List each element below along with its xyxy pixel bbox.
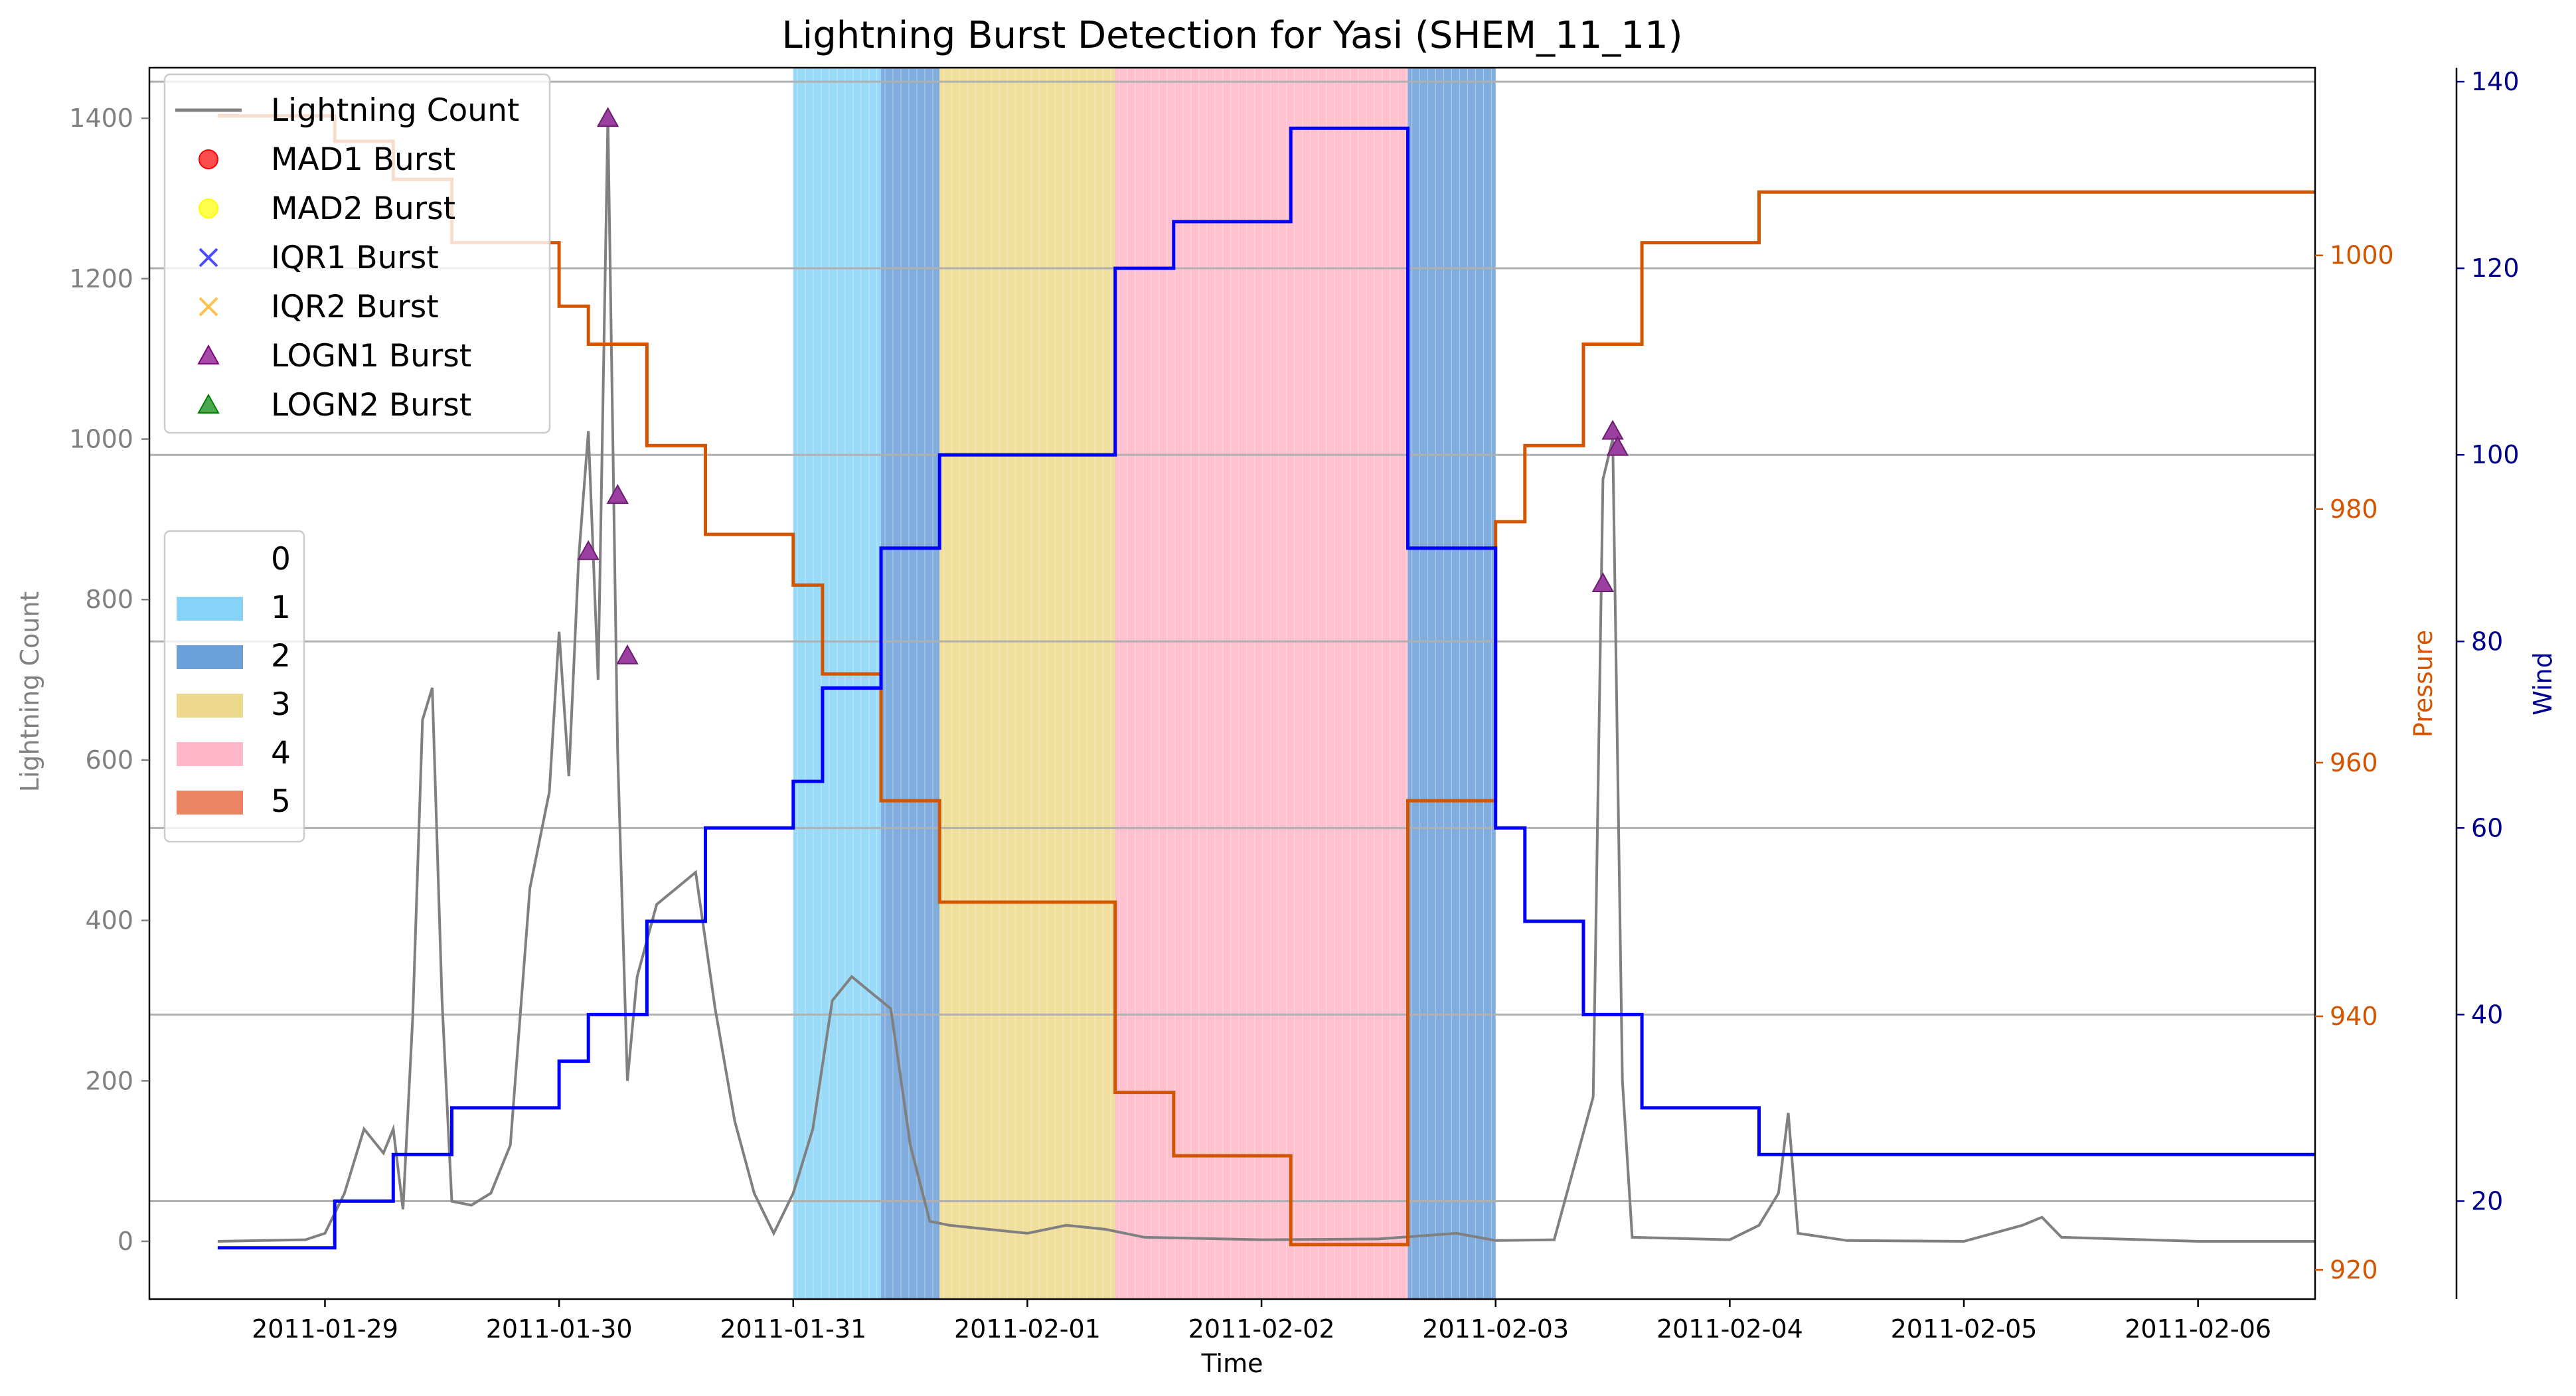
axes: 0200400600800100012001400920940960980100… (69, 66, 2520, 1344)
category-bands (793, 68, 1496, 1299)
pressure-tick-label: 920 (2330, 1255, 2378, 1284)
band-category-2 (881, 68, 940, 1299)
burst-markers (577, 107, 1629, 664)
lightning-tick-label: 0 (118, 1227, 133, 1256)
x-tick-label: 2011-02-02 (1188, 1314, 1335, 1344)
y-axis-label-pressure: Pressure (2409, 630, 2438, 737)
logn1-burst-marker (1591, 572, 1615, 593)
logn1-burst-marker (577, 540, 600, 560)
legend-circle-swatch (199, 149, 218, 169)
chart-title: Lightning Burst Detection for Yasi (SHEM… (781, 14, 1682, 57)
x-axis-label: Time (1201, 1349, 1263, 1378)
series-wind (217, 126, 2315, 1250)
pressure-tick-label: 980 (2330, 495, 2378, 524)
pressure-tick-label: 940 (2330, 1002, 2378, 1031)
legend-category-label: 5 (271, 783, 291, 820)
x-tick-label: 2011-01-31 (720, 1314, 866, 1344)
logn1-burst-marker (596, 107, 619, 127)
legend-x-swatch (199, 248, 218, 268)
pressure-tick-label: 1000 (2330, 241, 2394, 270)
wind-tick-label: 80 (2471, 627, 2503, 656)
y-axis-label-wind: Wind (2528, 652, 2557, 716)
legend-series-label: Lightning Count (271, 92, 519, 129)
legend-category-label: 3 (271, 686, 291, 723)
logn1-burst-marker (606, 484, 629, 504)
logn1-burst-marker (1606, 435, 1629, 456)
wind-tick-label: 60 (2471, 813, 2503, 842)
series-legend (163, 73, 551, 434)
legend-x-swatch (199, 297, 218, 317)
logn1-burst-marker (1601, 420, 1624, 440)
legend-category-label: 2 (271, 638, 291, 674)
wind-tick-label: 40 (2471, 1000, 2503, 1029)
logn1-burst-marker (616, 644, 639, 664)
series-lightning-count (217, 118, 2315, 1243)
lightning-tick-label: 600 (85, 745, 133, 775)
x-tick-label: 2011-02-01 (954, 1314, 1101, 1344)
lightning-tick-label: 1400 (69, 104, 133, 133)
legend-series-label: MAD1 Burst (271, 141, 455, 178)
x-tick-label: 2011-01-30 (486, 1314, 633, 1344)
plot-frame (148, 66, 2316, 1300)
legend-triangle-swatch (197, 393, 220, 414)
legend-circle-swatch (199, 198, 218, 218)
wind-tick-label: 100 (2471, 440, 2520, 469)
legend-series-label: LOGN2 Burst (271, 387, 471, 424)
legend-category-swatch (177, 742, 243, 766)
legend-series-label: LOGN1 Burst (271, 338, 471, 374)
legend-category-swatch (177, 597, 243, 621)
lightning-tick-label: 400 (85, 906, 133, 935)
band-category-1 (793, 68, 882, 1299)
legend-category-swatch (177, 694, 243, 718)
band-category-3 (939, 68, 1115, 1299)
legend-category-label: 0 (271, 541, 291, 578)
x-tick-label: 2011-02-05 (1891, 1314, 2038, 1344)
x-tick-label: 2011-02-03 (1422, 1314, 1569, 1344)
x-tick-label: 2011-02-06 (2125, 1314, 2271, 1344)
lightning-tick-label: 800 (85, 585, 133, 614)
legend-category-swatch (177, 791, 243, 814)
legend-category-label: 4 (271, 735, 291, 771)
x-tick-label: 2011-02-04 (1656, 1314, 1803, 1344)
y-axis-label-lightning: Lightning Count (15, 591, 44, 793)
x-tick-label: 2011-01-29 (252, 1314, 398, 1344)
lightning-tick-label: 1200 (69, 264, 133, 293)
wind-tick-label: 20 (2471, 1186, 2503, 1215)
legend-series-label: IQR1 Burst (271, 240, 439, 276)
wind-tick-label: 120 (2471, 254, 2520, 283)
band-category-2 (1408, 68, 1496, 1299)
wind-tick-label: 140 (2471, 67, 2520, 96)
legend-triangle-swatch (197, 344, 220, 364)
lightning-tick-label: 200 (85, 1066, 133, 1095)
legend-series-label: MAD2 Burst (271, 191, 455, 227)
legend-category-swatch (177, 645, 243, 669)
legend-series-label: IQR2 Burst (271, 289, 439, 325)
pressure-tick-label: 960 (2330, 748, 2378, 777)
legends: Lightning Count MAD1 Burst MAD2 Burst IQR1 … (163, 73, 551, 843)
legend-category-label: 1 (271, 589, 291, 626)
lightning-tick-label: 1000 (69, 425, 133, 454)
